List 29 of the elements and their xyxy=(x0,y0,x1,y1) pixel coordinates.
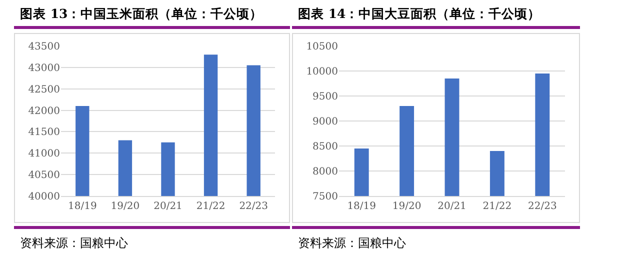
y-tick-label: 7500 xyxy=(312,192,338,202)
y-tick-label: 9000 xyxy=(312,116,338,128)
y-tick-label: 8500 xyxy=(312,142,338,152)
y-tick-label: 9500 xyxy=(312,92,338,102)
y-tick-label: 8000 xyxy=(312,166,338,178)
x-tick-label: 22/23 xyxy=(239,201,268,212)
y-tick-label: 41500 xyxy=(28,127,60,138)
x-tick-label: 22/23 xyxy=(528,201,557,212)
text: 资料来源：国粮中心 xyxy=(14,226,290,252)
x-tick-label: 21/22 xyxy=(196,201,226,212)
x-tick-label: 20/21 xyxy=(438,201,466,212)
y-tick-label: 43500 xyxy=(28,42,60,52)
x-tick-label: 20/21 xyxy=(154,201,182,212)
chart-title: 图表 14：中国大豆面积（单位：千公顷） xyxy=(292,0,580,29)
text: 资料来源：国粮中心 xyxy=(292,226,580,252)
x-tick-label: 18/19 xyxy=(347,201,376,212)
y-tick-label: 43000 xyxy=(28,62,60,74)
y-tick-label: 42000 xyxy=(28,106,60,117)
x-tick-label: 21/22 xyxy=(482,201,512,212)
chart-title: 图表 13：中国玉米面积（单位：千公顷） xyxy=(14,0,290,29)
y-tick-label: 41000 xyxy=(28,148,60,160)
y-tick-label: 42500 xyxy=(28,84,60,96)
x-tick-label: 19/20 xyxy=(392,201,422,212)
y-tick-label: 40500 xyxy=(28,170,60,182)
y-tick-label: 40000 xyxy=(28,192,60,202)
y-tick-label: 10500 xyxy=(306,42,338,52)
x-tick-label: 19/20 xyxy=(110,201,140,212)
y-tick-label: 10000 xyxy=(306,66,338,78)
x-tick-label: 18/19 xyxy=(68,201,97,212)
